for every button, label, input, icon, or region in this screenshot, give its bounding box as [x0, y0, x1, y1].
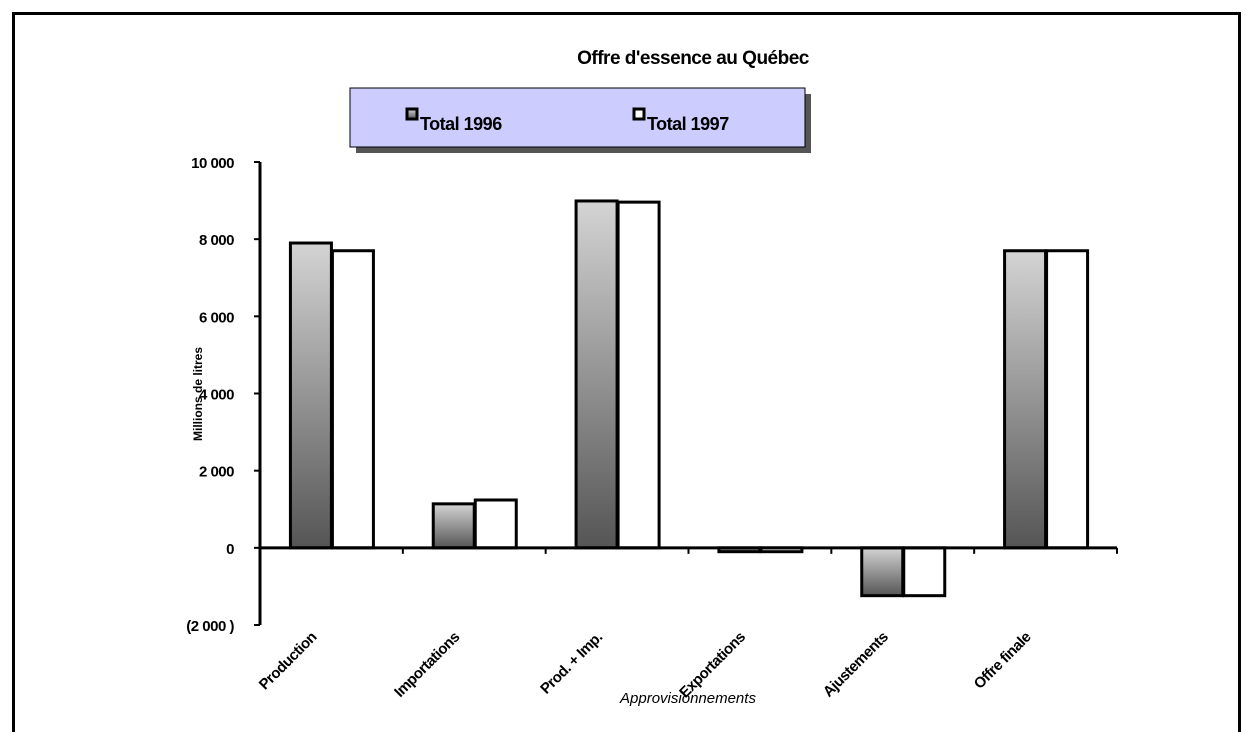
bar	[1003, 249, 1048, 550]
legend-swatch	[632, 107, 646, 121]
y-tick-label: (2 000 )	[186, 618, 234, 635]
bar	[574, 199, 619, 550]
frame	[12, 12, 1241, 732]
x-tick-label: Importations	[391, 629, 463, 701]
legend-label: Total 1996	[420, 114, 502, 134]
y-tick-label: 0	[226, 541, 234, 558]
bar	[431, 502, 476, 550]
x-tick-label: Ajustements	[820, 629, 892, 701]
bar	[860, 546, 905, 598]
y-tick-label: 6 000	[199, 309, 234, 326]
y-tick-label: 4 000	[199, 387, 234, 404]
bar	[1045, 249, 1090, 550]
bar	[288, 241, 333, 550]
x-axis-label: Approvisionnements	[619, 690, 756, 707]
bar	[330, 249, 375, 550]
x-tick-label: Offre finale	[971, 629, 1035, 693]
y-tick-label: 10 000	[191, 155, 234, 172]
chart-title: Offre d'essence au Québec	[577, 48, 810, 69]
y-tick-label: 8 000	[199, 232, 234, 249]
y-axis-label: Millions de litres	[191, 347, 205, 441]
legend-label: Total 1997	[647, 114, 729, 134]
legend-swatch	[405, 107, 419, 121]
legend	[349, 87, 806, 148]
bar	[473, 498, 518, 550]
y-tick-label: 2 000	[199, 464, 234, 481]
bar	[616, 200, 661, 550]
bar	[902, 546, 947, 598]
x-tick-label: Prod. + Imp.	[537, 629, 606, 698]
x-tick-label: Production	[256, 629, 321, 694]
